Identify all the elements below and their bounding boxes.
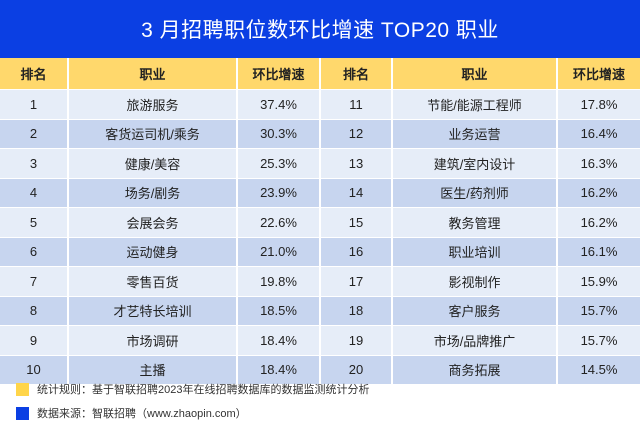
- table-row: 6 运动健身 21.0% 16 职业培训 16.1%: [0, 237, 640, 267]
- rule-text: 统计规则：基于智联招聘2023年在线招聘数据库的数据监测统计分析: [37, 384, 370, 396]
- cell-growth: 15.7%: [557, 325, 640, 355]
- table-row: 1 旅游服务 37.4% 11 节能/能源工程师 17.8%: [0, 89, 640, 119]
- yellow-legend-swatch: [16, 382, 29, 396]
- cell-job: 教务管理: [392, 207, 558, 237]
- header-growth: 环比增速: [237, 58, 321, 90]
- cell-rank: 14: [320, 178, 393, 208]
- cell-growth: 16.1%: [557, 237, 640, 267]
- cell-rank: 7: [0, 266, 69, 296]
- cell-growth: 25.3%: [237, 148, 321, 178]
- cell-job: 市场/品牌推广: [392, 325, 558, 355]
- header-job: 职业: [68, 58, 238, 90]
- cell-rank: 15: [320, 207, 393, 237]
- table-row: 2 客货运司机/乘务 30.3% 12 业务运营 16.4%: [0, 119, 640, 149]
- cell-growth: 23.9%: [237, 178, 321, 208]
- cell-job: 主播: [68, 355, 238, 385]
- table-row: 3 健康/美容 25.3% 13 建筑/室内设计 16.3%: [0, 148, 640, 178]
- table-row: 9 市场调研 18.4% 19 市场/品牌推广 15.7%: [0, 325, 640, 355]
- cell-rank: 11: [320, 89, 393, 119]
- cell-rank: 16: [320, 237, 393, 267]
- table-header-row: 排名 职业 环比增速 排名 职业 环比增速: [0, 58, 640, 90]
- cell-rank: 17: [320, 266, 393, 296]
- cell-growth: 19.8%: [237, 266, 321, 296]
- cell-rank: 10: [0, 355, 69, 385]
- cell-rank: 12: [320, 119, 393, 149]
- cell-rank: 5: [0, 207, 69, 237]
- cell-rank: 8: [0, 296, 69, 326]
- cell-job: 职业培训: [392, 237, 558, 267]
- header-rank: 排名: [320, 58, 393, 90]
- cell-job: 才艺特长培训: [68, 296, 238, 326]
- cell-growth: 16.4%: [557, 119, 640, 149]
- blue-legend-swatch: [16, 406, 29, 420]
- cell-job: 业务运营: [392, 119, 558, 149]
- cell-rank: 18: [320, 296, 393, 326]
- cell-rank: 2: [0, 119, 69, 149]
- cell-job: 影视制作: [392, 266, 558, 296]
- cell-job: 旅游服务: [68, 89, 238, 119]
- table-row: 7 零售百货 19.8% 17 影视制作 15.9%: [0, 266, 640, 296]
- cell-job: 建筑/室内设计: [392, 148, 558, 178]
- cell-growth: 21.0%: [237, 237, 321, 267]
- cell-growth: 18.5%: [237, 296, 321, 326]
- cell-job: 零售百货: [68, 266, 238, 296]
- cell-growth: 18.4%: [237, 325, 321, 355]
- cell-job: 运动健身: [68, 237, 238, 267]
- cell-growth: 16.3%: [557, 148, 640, 178]
- cell-job: 会展会务: [68, 207, 238, 237]
- cell-job: 市场调研: [68, 325, 238, 355]
- header-job: 职业: [392, 58, 558, 90]
- cell-growth: 22.6%: [237, 207, 321, 237]
- header-growth: 环比增速: [557, 58, 640, 90]
- cell-rank: 20: [320, 355, 393, 385]
- cell-job: 医生/药剂师: [392, 178, 558, 208]
- cell-job: 商务拓展: [392, 355, 558, 385]
- cell-rank: 19: [320, 325, 393, 355]
- cell-job: 客货运司机/乘务: [68, 119, 238, 149]
- cell-rank: 3: [0, 148, 69, 178]
- table-row: 8 才艺特长培训 18.5% 18 客户服务 15.7%: [0, 296, 640, 326]
- cell-job: 节能/能源工程师: [392, 89, 558, 119]
- cell-rank: 6: [0, 237, 69, 267]
- cell-growth: 37.4%: [237, 89, 321, 119]
- table-row: 5 会展会务 22.6% 15 教务管理 16.2%: [0, 207, 640, 237]
- cell-growth: 16.2%: [557, 178, 640, 208]
- cell-job: 场务/剧务: [68, 178, 238, 208]
- ranking-table: 排名 职业 环比增速 排名 职业 环比增速 1 旅游服务 37.4% 11 节能/能源工…: [0, 58, 640, 385]
- page-title: 3 月招聘职位数环比增速 TOP20 职业: [0, 0, 640, 58]
- header-rank: 排名: [0, 58, 69, 90]
- cell-growth: 17.8%: [557, 89, 640, 119]
- cell-growth: 16.2%: [557, 207, 640, 237]
- cell-rank: 4: [0, 178, 69, 208]
- cell-growth: 30.3%: [237, 119, 321, 149]
- footnote-rule: 统计规则：基于智联招聘2023年在线招聘数据库的数据监测统计分析: [16, 381, 369, 397]
- cell-rank: 13: [320, 148, 393, 178]
- cell-rank: 9: [0, 325, 69, 355]
- cell-growth: 14.5%: [557, 355, 640, 385]
- cell-job: 健康/美容: [68, 148, 238, 178]
- source-text: 数据来源：智联招聘（www.zhaopin.com）: [37, 408, 247, 420]
- table-row: 10 主播 18.4% 20 商务拓展 14.5%: [0, 355, 640, 385]
- cell-job: 客户服务: [392, 296, 558, 326]
- cell-growth: 15.7%: [557, 296, 640, 326]
- footnote-source: 数据来源：智联招聘（www.zhaopin.com）: [16, 405, 247, 421]
- cell-growth: 18.4%: [237, 355, 321, 385]
- cell-rank: 1: [0, 89, 69, 119]
- cell-growth: 15.9%: [557, 266, 640, 296]
- table-row: 4 场务/剧务 23.9% 14 医生/药剂师 16.2%: [0, 178, 640, 208]
